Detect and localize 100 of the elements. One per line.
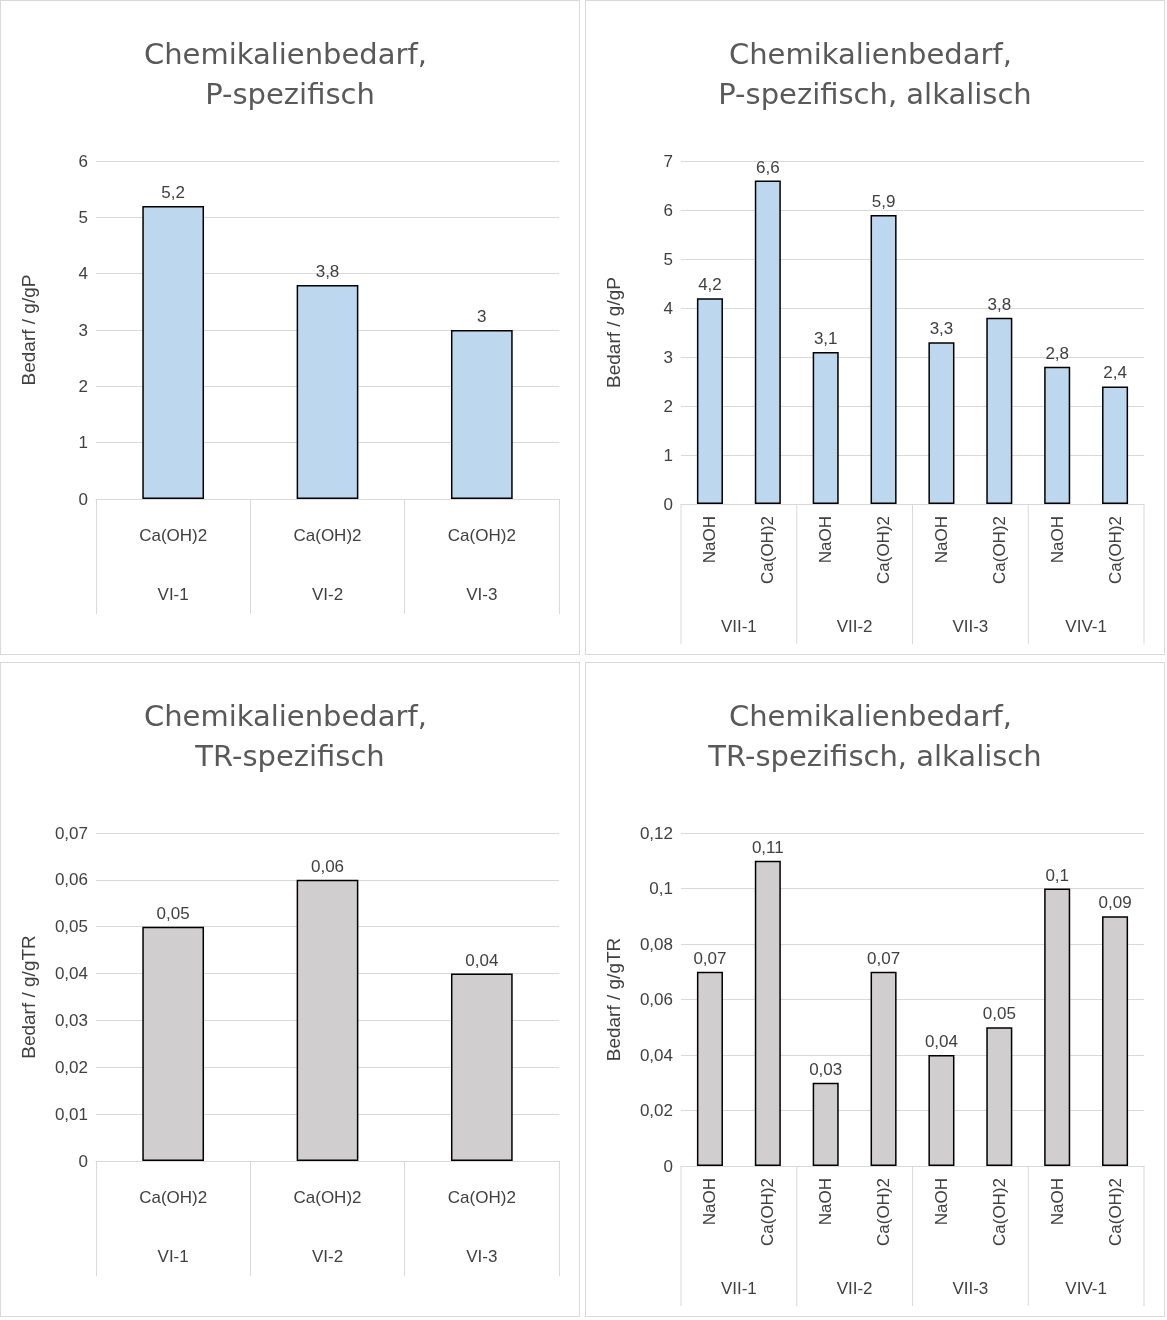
x-tick-label: Ca(OH)2 [989, 1178, 1009, 1247]
y-tick-label: 0,06 [54, 870, 88, 890]
x-tick-label: Ca(OH)2 [758, 1178, 778, 1247]
bar [1044, 366, 1071, 504]
y-tick-label: 0 [663, 494, 673, 514]
data-label: 0,11 [751, 837, 784, 857]
text: VII-3 [952, 616, 989, 636]
y-tick-label: 5 [663, 249, 673, 269]
y-tick-label: 0 [663, 1156, 673, 1176]
x-tick-label: Ca(OH)2 [139, 1188, 208, 1207]
x-tick-label: NaOH [931, 516, 951, 564]
data-label: 3,3 [929, 319, 954, 339]
x-tick-label: NaOH [1047, 516, 1067, 564]
y-tick-label: 7 [663, 151, 673, 171]
y-tick-label: 0,08 [639, 934, 673, 954]
x-tick-label: NaOH [816, 1178, 836, 1226]
y-tick-label: 6 [78, 151, 88, 171]
text: VII-3 [952, 1278, 989, 1298]
y-tick-label: 4 [78, 264, 88, 284]
y-tick-label: 0 [78, 1151, 88, 1171]
x-tick-label: NaOH [700, 516, 720, 564]
y-tick-label: 0,04 [639, 1045, 673, 1065]
y-tick-label: 0,04 [54, 964, 88, 984]
y-tick-label: 0,12 [639, 823, 673, 843]
x-tick-label: NaOH [1047, 1178, 1067, 1226]
text: VI-2 [311, 584, 344, 604]
text: VII-2 [836, 616, 873, 636]
y-tick-label: 0,05 [54, 917, 88, 937]
y-tick-label: 4 [663, 298, 673, 318]
text: VI-1 [157, 584, 189, 604]
text: VI-3 [466, 584, 498, 604]
text: VI-2 [311, 1246, 344, 1266]
x-tick-label: NaOH [700, 1178, 720, 1226]
data-label: 6,6 [755, 157, 780, 177]
x-tick-label: NaOH [931, 1178, 951, 1226]
x-tick-label: Ca(OH)2 [1105, 516, 1125, 585]
y-tick-label: 0,01 [54, 1104, 88, 1124]
data-label: 0,07 [867, 948, 901, 968]
y-tick-label: 2 [663, 396, 673, 416]
x-tick-label: Ca(OH)2 [293, 526, 362, 545]
data-label: 0,06 [310, 856, 345, 876]
text: VIV-1 [1065, 616, 1107, 636]
y-axis-title: Bedarf / g/gP [18, 274, 39, 386]
data-label: 3,8 [315, 261, 340, 281]
y-tick-label: 0,1 [649, 879, 673, 898]
data-label: 4,2 [698, 275, 722, 295]
text: VII-1 [720, 616, 757, 636]
data-label: 3,1 [813, 329, 838, 349]
bar [812, 352, 839, 504]
data-label: 0,09 [1098, 893, 1132, 913]
data-label: 0,04 [924, 1032, 958, 1051]
text: VIV-1 [1065, 1278, 1107, 1298]
y-tick-label: 6 [663, 200, 673, 220]
y-tick-label: 0,06 [639, 990, 673, 1009]
bar [754, 180, 781, 504]
y-tick-label: 0,07 [54, 823, 88, 843]
bar [986, 317, 1013, 504]
x-tick-label: Ca(OH)2 [293, 1188, 362, 1207]
y-tick-label: 0 [78, 489, 88, 509]
bar [870, 214, 897, 504]
bar [142, 206, 205, 499]
data-label: 3 [477, 307, 487, 326]
chart-title: Chemikalienbedarf, P-spezifisch, alkalisch [718, 37, 1032, 111]
data-label: 0,05 [982, 1004, 1016, 1024]
text: VI-1 [157, 1246, 189, 1266]
x-tick-label: Ca(OH)2 [447, 526, 516, 545]
y-tick-label: 5 [78, 207, 88, 227]
data-label: 0,04 [465, 950, 499, 970]
x-tick-label: Ca(OH)2 [989, 516, 1009, 585]
bar [296, 284, 359, 499]
data-label: 5,2 [161, 183, 185, 203]
y-tick-label: 0,03 [54, 1010, 88, 1030]
chart-title: Chemikalienbedarf, P-spezifisch [143, 37, 437, 111]
y-tick-label: 0,02 [54, 1057, 88, 1077]
text: VI-3 [466, 1246, 498, 1266]
x-tick-label: Ca(OH)2 [874, 516, 894, 585]
x-tick-label: Ca(OH)2 [447, 1188, 516, 1207]
data-label: 2,4 [1103, 363, 1127, 383]
data-label: 3,8 [987, 294, 1012, 314]
bar [1102, 386, 1129, 504]
data-label: 2,8 [1045, 343, 1070, 363]
bar [696, 298, 723, 504]
chart-title: Chemikalienbedarf, TR-spezifisch, alkalisch [707, 699, 1042, 773]
y-tick-label: 0,02 [639, 1101, 673, 1120]
y-tick-label: 2 [78, 376, 88, 396]
y-axis-title: Bedarf / g/gTR [18, 935, 39, 1059]
text: VII-1 [720, 1278, 757, 1298]
bar [928, 342, 955, 504]
y-tick-label: 3 [78, 320, 88, 340]
text: VII-2 [836, 1278, 873, 1298]
data-label: 5,9 [871, 191, 896, 211]
data-label: 0,05 [156, 903, 190, 923]
data-label: 0,07 [693, 948, 727, 968]
y-axis-title: Bedarf / g/gTR [603, 937, 624, 1062]
x-tick-label: Ca(OH)2 [139, 526, 208, 545]
y-tick-label: 3 [663, 347, 673, 367]
x-tick-label: Ca(OH)2 [874, 1178, 894, 1247]
data-label: 0,1 [1045, 865, 1070, 885]
x-tick-label: Ca(OH)2 [1105, 1178, 1125, 1247]
chart-title: Chemikalienbedarf, TR-spezifisch [143, 699, 437, 773]
